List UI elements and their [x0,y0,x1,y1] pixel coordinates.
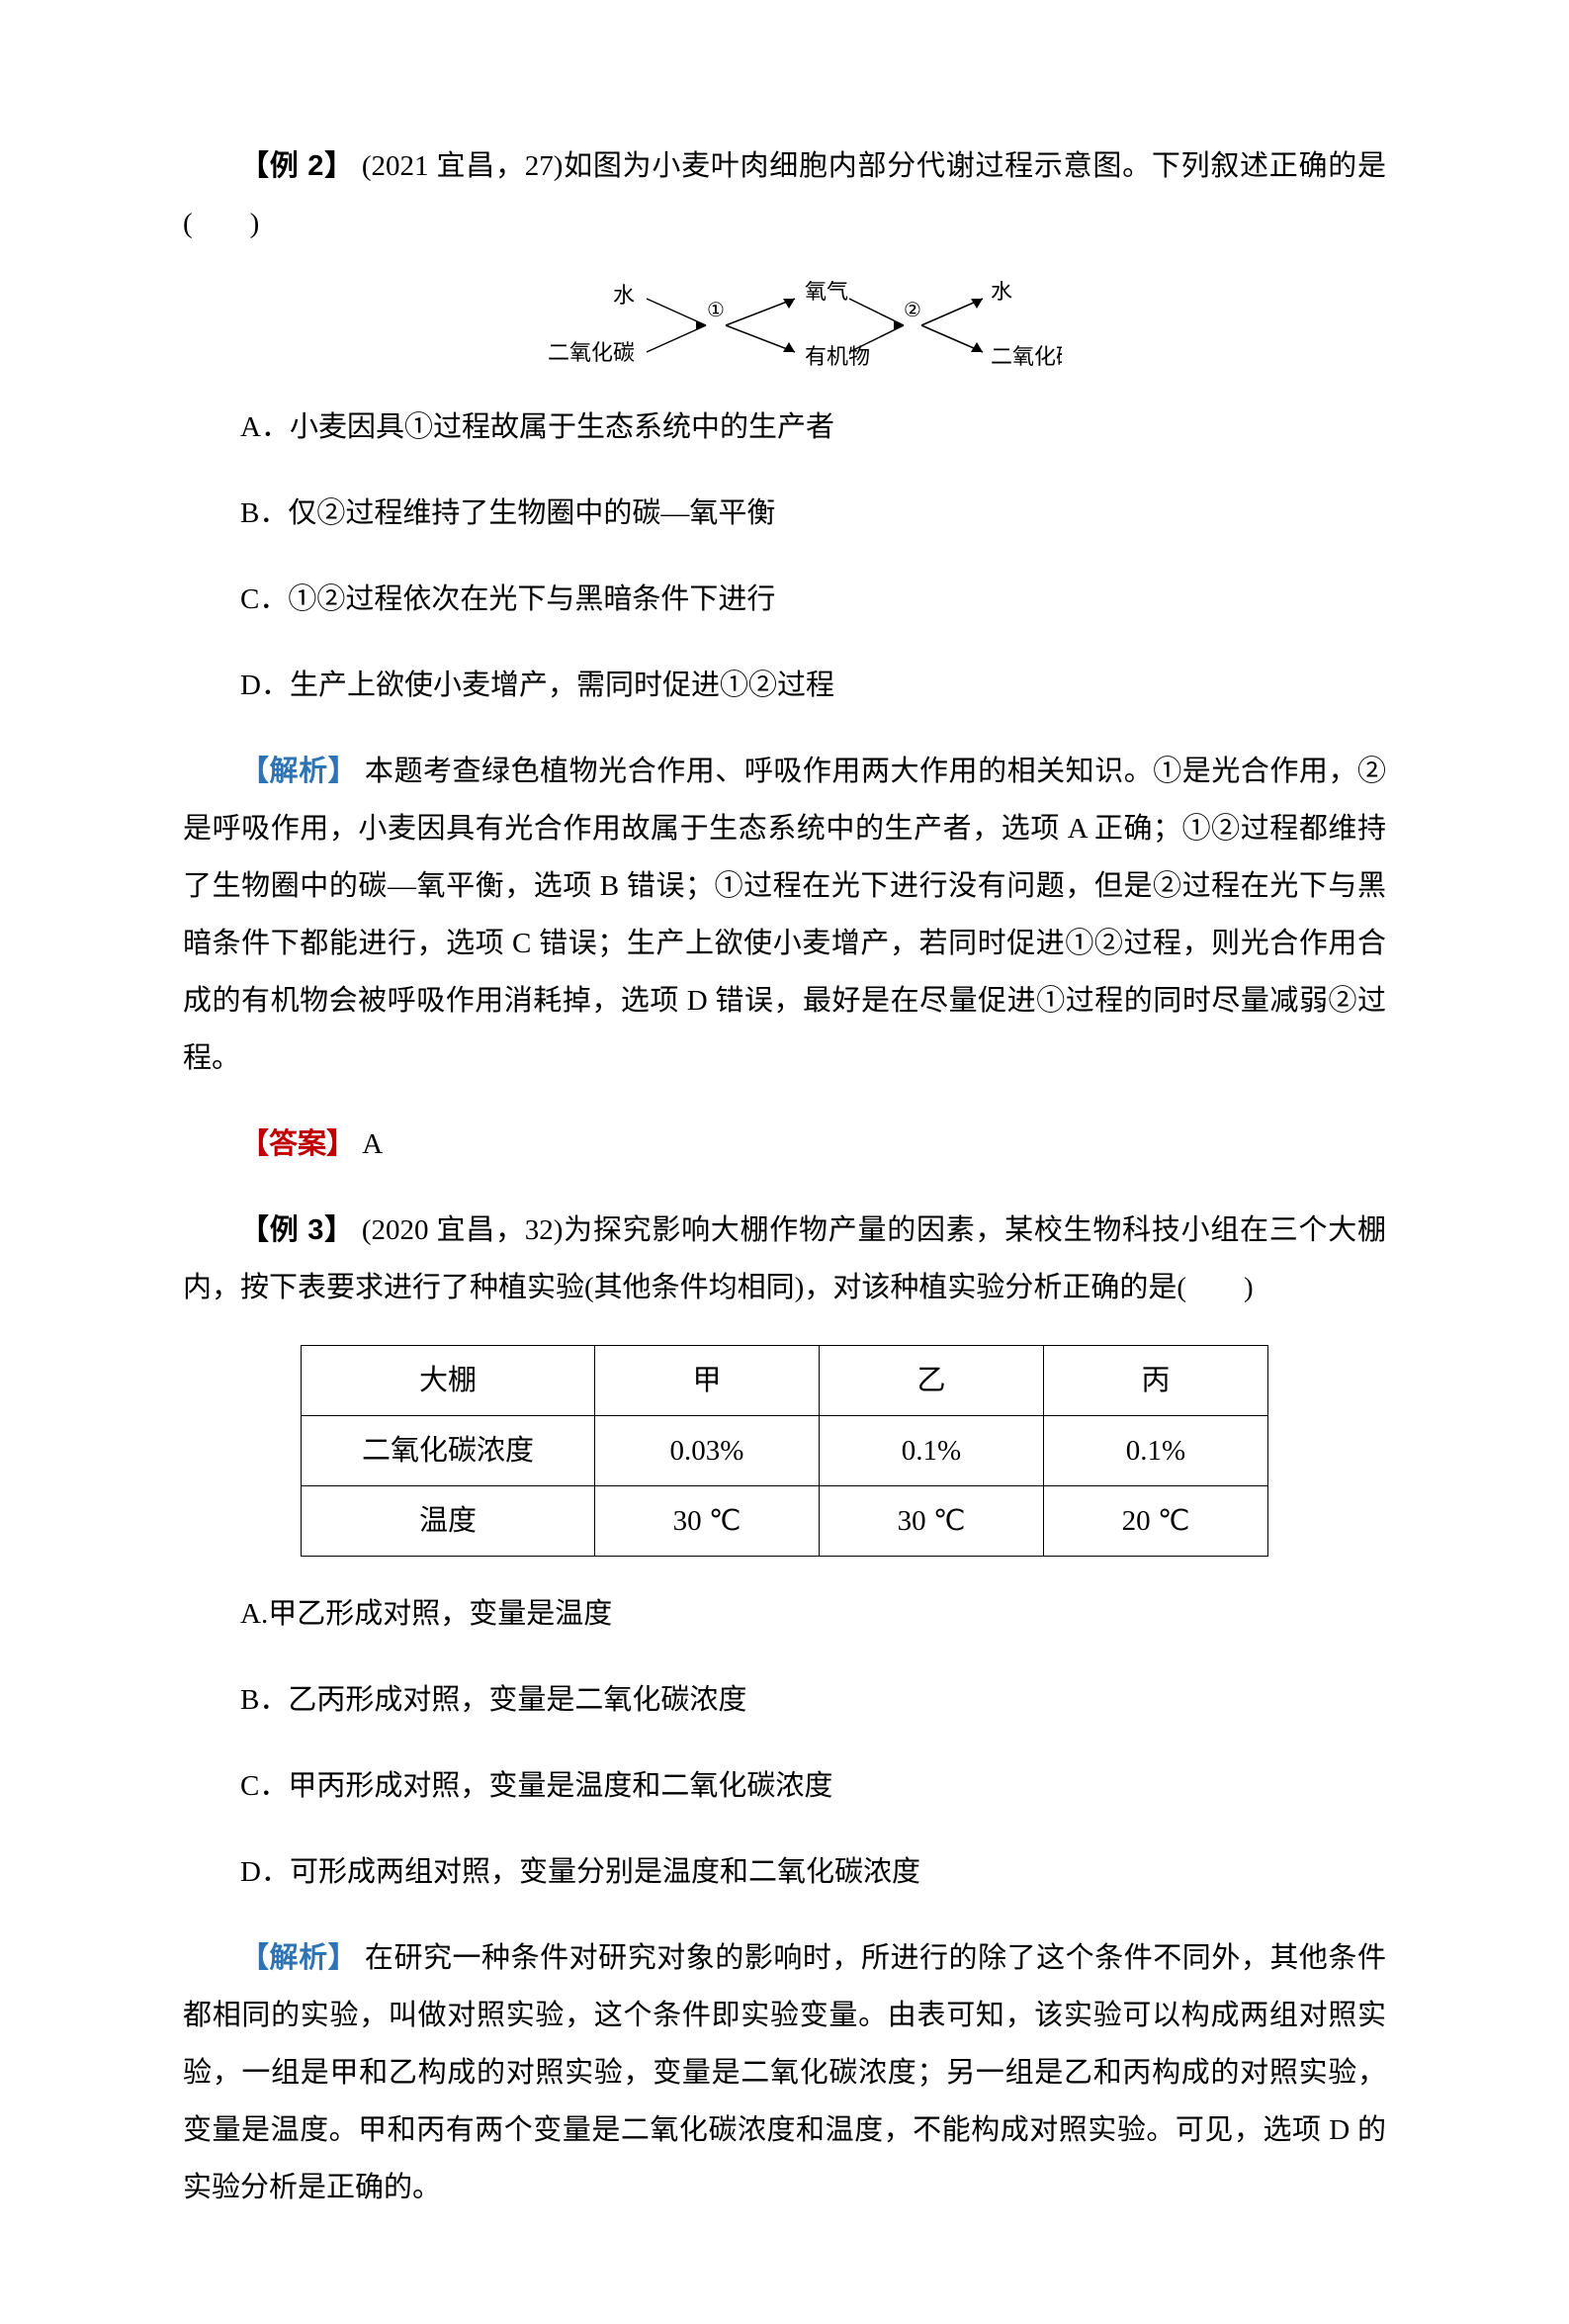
th-greenhouse: 大棚 [302,1346,595,1416]
ex2-diagram: .t { font-family: "SimSun","宋体",serif; f… [183,281,1386,370]
table-row-co2: 二氧化碳浓度 0.03% 0.1% 0.1% [302,1416,1268,1486]
table-row-header: 大棚 甲 乙 丙 [302,1346,1268,1416]
diagram-right-top: 水 [991,281,1012,304]
diagram-mid-top: 氧气 [805,281,848,304]
th-bing: 丙 [1044,1346,1268,1416]
ex3-analysis-label: 【解析】 [240,1942,357,1974]
row-temp-yi: 30 ℃ [820,1486,1044,1557]
row-temp-bing: 20 ℃ [1044,1486,1268,1557]
row-temp-label: 温度 [302,1486,595,1557]
th-jia: 甲 [595,1346,820,1416]
ex2-answer-value: A [362,1128,383,1160]
ex2-analysis-text: 本题考查绿色植物光合作用、呼吸作用两大作用的相关知识。①是光合作用，②是呼吸作用… [183,756,1386,1074]
ex2-source: (2021 宜昌，27) [362,150,564,182]
ex2-label: 【例 2】 [240,150,354,182]
ex2-answer: 【答案】 A [183,1116,1386,1173]
ex2-analysis: 【解析】 本题考查绿色植物光合作用、呼吸作用两大作用的相关知识。①是光合作用，②… [183,743,1386,1087]
ex2-stem: 【例 2】 (2021 宜昌，27)如图为小麦叶肉细胞内部分代谢过程示意图。下列… [183,137,1386,252]
ex3-option-c: C．甲丙形成对照，变量是温度和二氧化碳浓度 [183,1757,1386,1815]
ex3-source: (2020 宜昌，32) [362,1214,564,1246]
ex3-table: 大棚 甲 乙 丙 二氧化碳浓度 0.03% 0.1% 0.1% 温度 30 ℃ … [301,1345,1268,1557]
ex3-stem: 【例 3】 (2020 宜昌，32)为探究影响大棚作物产量的因素，某校生物科技小… [183,1202,1386,1316]
diagram-mid-bottom: 有机物 [805,344,870,369]
diagram-circle-2: ② [904,300,921,321]
row-co2-jia: 0.03% [595,1416,820,1486]
diagram-left-top: 水 [612,283,634,308]
ex3-label: 【例 3】 [240,1214,354,1246]
ex2-analysis-label: 【解析】 [240,756,357,787]
diagram-circle-1: ① [707,300,725,321]
row-co2-bing: 0.1% [1044,1416,1268,1486]
page-content: 【例 2】 (2021 宜昌，27)如图为小麦叶肉细胞内部分代谢过程示意图。下列… [0,0,1569,2324]
ex3-analysis-text: 在研究一种条件对研究对象的影响时，所进行的除了这个条件不同外，其他条件都相同的实… [183,1942,1386,2203]
diagram-right-bottom: 二氧化碳 [991,344,1062,369]
row-co2-label: 二氧化碳浓度 [302,1416,595,1486]
ex3-analysis: 【解析】 在研究一种条件对研究对象的影响时，所进行的除了这个条件不同外，其他条件… [183,1929,1386,2216]
table-row-temp: 温度 30 ℃ 30 ℃ 20 ℃ [302,1486,1268,1557]
diagram-left-bottom: 二氧化碳 [547,340,634,365]
row-temp-jia: 30 ℃ [595,1486,820,1557]
row-co2-yi: 0.1% [820,1416,1044,1486]
ex2-option-b: B．仅②过程维持了生物圈中的碳—氧平衡 [183,485,1386,542]
ex3-option-d: D．可形成两组对照，变量分别是温度和二氧化碳浓度 [183,1843,1386,1901]
ex2-option-a: A．小麦因具①过程故属于生态系统中的生产者 [183,399,1386,456]
ex3-option-b: B．乙丙形成对照，变量是二氧化碳浓度 [183,1671,1386,1729]
ex3-option-a: A.甲乙形成对照，变量是温度 [183,1585,1386,1643]
th-yi: 乙 [820,1346,1044,1416]
ex2-option-c: C．①②过程依次在光下与黑暗条件下进行 [183,571,1386,628]
ex2-option-d: D．生产上欲使小麦增产，需同时促进①②过程 [183,657,1386,714]
metabolism-diagram-svg: .t { font-family: "SimSun","宋体",serif; f… [508,281,1062,370]
ex2-answer-label: 【答案】 [240,1128,355,1160]
